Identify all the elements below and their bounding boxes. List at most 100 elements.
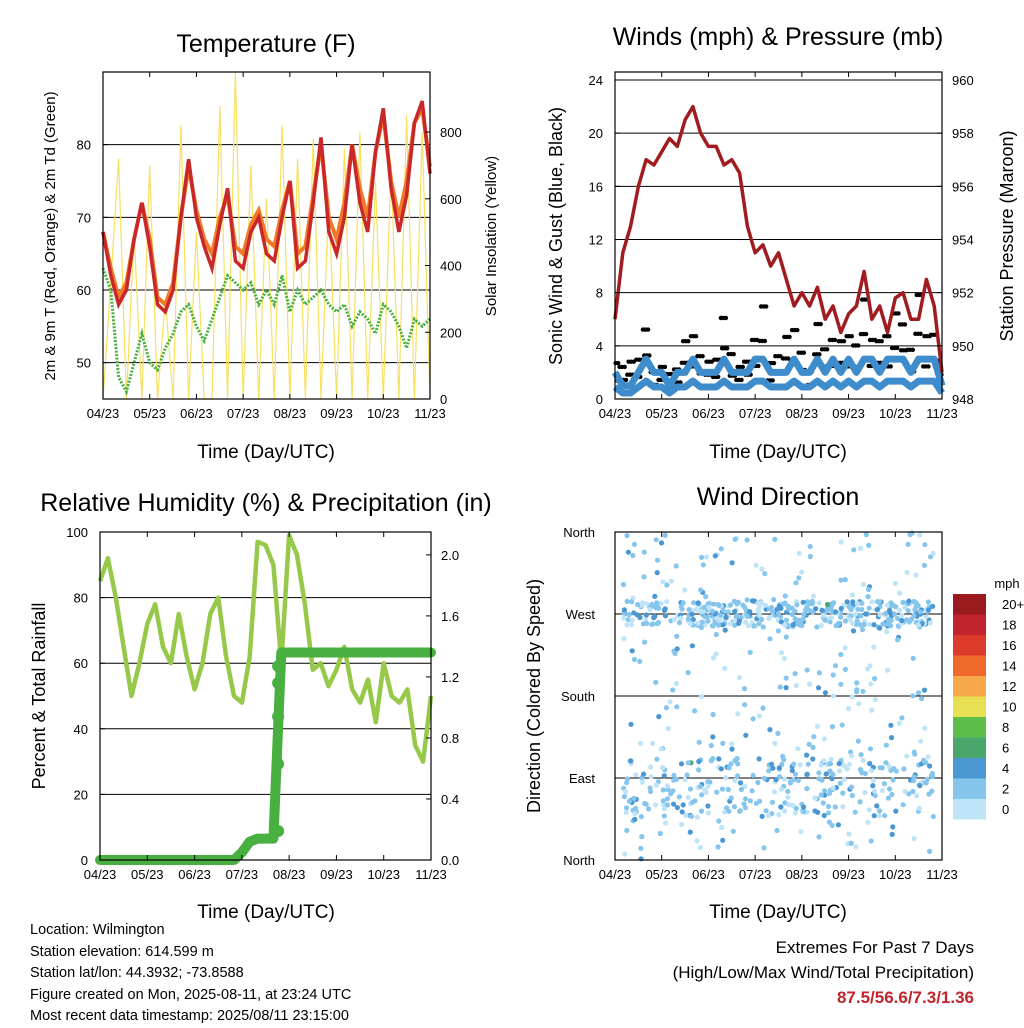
direction-point xyxy=(775,730,781,737)
direction-point xyxy=(664,582,670,588)
x-tick-label: 07/23 xyxy=(739,867,772,882)
y2-tick-label: 960 xyxy=(952,73,974,88)
direction-point xyxy=(892,611,898,617)
wind-direction-xlabel: Time (Day/UTC) xyxy=(709,902,847,923)
direction-point xyxy=(731,598,737,605)
y2-tick-label: 958 xyxy=(952,126,974,141)
direction-point xyxy=(682,777,688,783)
direction-point xyxy=(831,600,837,606)
direction-point xyxy=(859,626,866,633)
direction-point xyxy=(855,738,862,744)
direction-point xyxy=(648,774,654,780)
x-tick-label: 05/23 xyxy=(133,406,166,421)
series-sonic-wind-base xyxy=(612,377,945,397)
direction-point xyxy=(698,808,705,814)
direction-point xyxy=(825,803,832,810)
x-tick-label: 07/23 xyxy=(226,867,259,882)
direction-point xyxy=(767,636,773,642)
direction-point xyxy=(658,600,664,606)
direction-point xyxy=(912,607,918,613)
direction-point xyxy=(759,566,765,572)
direction-point xyxy=(905,541,911,548)
x-tick-label: 08/23 xyxy=(274,406,307,421)
direction-point xyxy=(865,666,871,672)
legend-label: 16 xyxy=(1002,638,1016,653)
direction-point xyxy=(715,844,721,850)
direction-point xyxy=(918,738,924,744)
direction-point xyxy=(838,681,844,687)
x-tick-label: 08/23 xyxy=(273,867,306,882)
direction-point xyxy=(818,792,824,798)
direction-point xyxy=(860,688,866,694)
direction-tick-label: North xyxy=(563,525,595,540)
y2-tick-label: 948 xyxy=(952,392,974,407)
direction-point xyxy=(625,549,632,555)
direction-point xyxy=(773,777,779,783)
x-tick-label: 11/23 xyxy=(414,406,446,421)
direction-point xyxy=(667,699,673,705)
direction-point xyxy=(854,618,860,624)
direction-point xyxy=(828,756,834,762)
direction-point xyxy=(825,810,832,816)
direction-point xyxy=(822,690,829,696)
y-tick-label: 60 xyxy=(74,656,88,671)
direction-point xyxy=(652,593,658,600)
direction-point xyxy=(857,622,864,628)
direction-point xyxy=(901,766,907,772)
direction-point xyxy=(857,766,864,773)
direction-point xyxy=(643,801,649,807)
direction-point xyxy=(821,812,827,819)
direction-point xyxy=(771,789,778,795)
direction-point xyxy=(807,543,813,550)
direction-point xyxy=(631,656,638,663)
y2-tick-label: 0.0 xyxy=(441,853,459,868)
direction-point xyxy=(858,752,864,758)
direction-point xyxy=(883,742,889,748)
direction-point xyxy=(777,684,783,690)
direction-point xyxy=(641,771,647,777)
direction-point xyxy=(850,599,856,605)
direction-point xyxy=(658,746,664,752)
direction-point xyxy=(860,581,867,588)
y2-tick-label: 952 xyxy=(952,286,974,301)
direction-point xyxy=(919,696,925,702)
direction-point xyxy=(732,757,738,764)
direction-point xyxy=(838,651,844,658)
direction-point xyxy=(816,685,822,691)
gust-point xyxy=(731,351,736,357)
direction-point xyxy=(859,606,865,613)
y2-tick-label: 950 xyxy=(952,339,974,354)
x-tick-label: 07/23 xyxy=(739,406,772,421)
gust-point xyxy=(825,347,830,352)
direction-point xyxy=(880,621,886,627)
direction-point xyxy=(664,802,671,808)
direction-point xyxy=(882,813,888,819)
direction-point xyxy=(902,604,908,611)
direction-point xyxy=(823,771,829,777)
direction-point xyxy=(845,705,852,712)
x-tick-label: 10/23 xyxy=(879,406,912,421)
temperature-ylabel: 2m & 9m T (Red, Orange) & 2m Td (Green) xyxy=(42,91,59,380)
direction-point xyxy=(728,761,734,767)
gust-point xyxy=(693,334,699,339)
direction-point xyxy=(654,600,660,606)
y2-tick-label: 0 xyxy=(440,392,447,407)
y2-tick-label: 0.4 xyxy=(441,792,459,807)
direction-point xyxy=(665,726,672,732)
gust-point xyxy=(662,364,668,370)
direction-point xyxy=(927,763,933,769)
direction-point xyxy=(699,619,705,625)
direction-point xyxy=(629,599,635,605)
direction-point xyxy=(829,724,836,730)
direction-point xyxy=(776,774,783,780)
direction-point xyxy=(910,788,916,795)
direction-point xyxy=(723,614,729,621)
direction-point xyxy=(686,607,692,613)
direction-point xyxy=(626,798,633,804)
x-tick-label: 09/23 xyxy=(832,867,865,882)
direction-point xyxy=(889,791,895,798)
direction-point xyxy=(732,777,738,784)
direction-point xyxy=(749,788,755,794)
direction-point xyxy=(889,831,895,838)
gust-point xyxy=(918,331,923,336)
